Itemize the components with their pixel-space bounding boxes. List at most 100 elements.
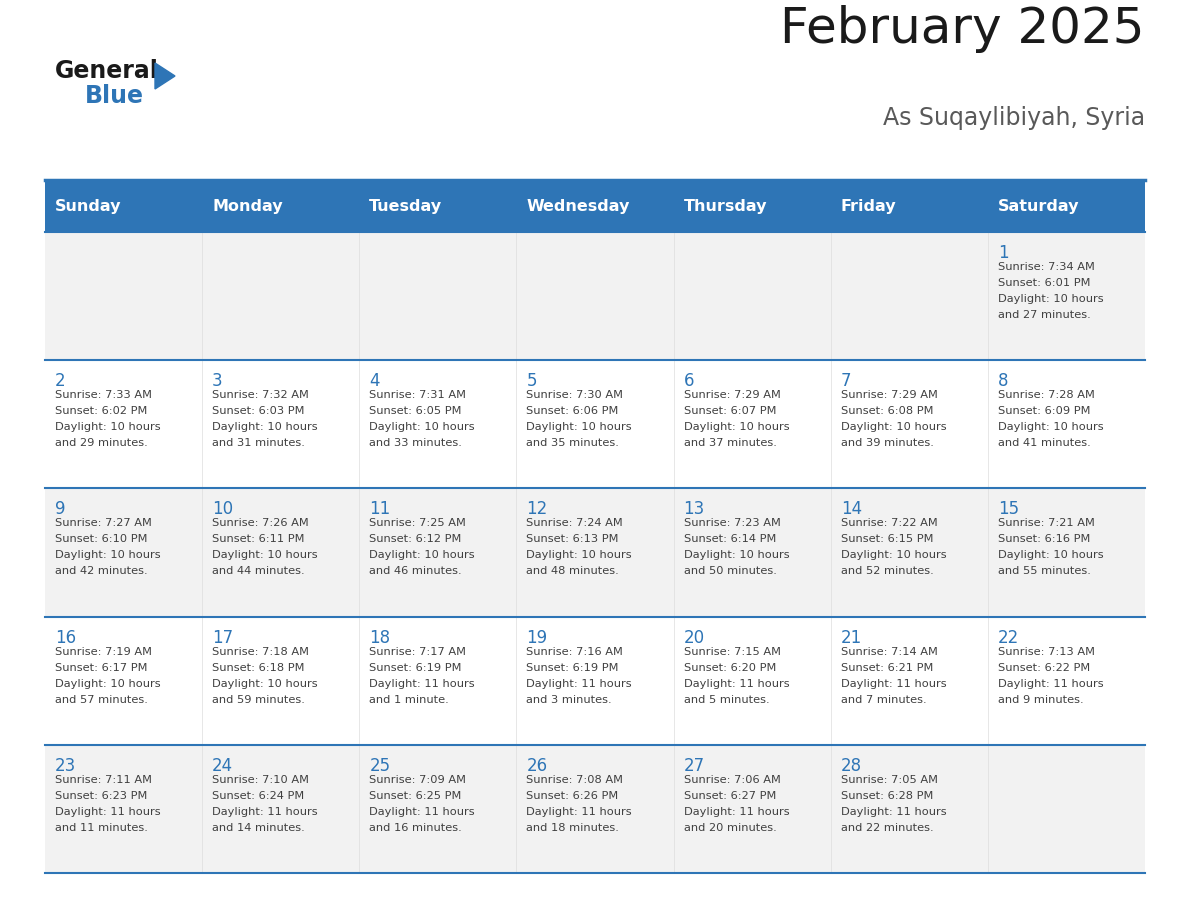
Text: Sunset: 6:16 PM: Sunset: 6:16 PM — [998, 534, 1091, 544]
Text: 3: 3 — [213, 372, 223, 390]
Text: Sunrise: 7:14 AM: Sunrise: 7:14 AM — [841, 646, 937, 656]
Text: Sunset: 6:14 PM: Sunset: 6:14 PM — [683, 534, 776, 544]
Text: Daylight: 10 hours: Daylight: 10 hours — [369, 551, 475, 560]
Polygon shape — [154, 63, 175, 89]
Text: 26: 26 — [526, 756, 548, 775]
Text: and 39 minutes.: and 39 minutes. — [841, 438, 934, 448]
Text: Sunrise: 7:05 AM: Sunrise: 7:05 AM — [841, 775, 937, 785]
Text: Sunrise: 7:17 AM: Sunrise: 7:17 AM — [369, 646, 466, 656]
Text: Blue: Blue — [86, 84, 144, 108]
Text: Sunrise: 7:19 AM: Sunrise: 7:19 AM — [55, 646, 152, 656]
Text: Sunrise: 7:10 AM: Sunrise: 7:10 AM — [213, 775, 309, 785]
Text: 2: 2 — [55, 372, 65, 390]
Text: Sunrise: 7:18 AM: Sunrise: 7:18 AM — [213, 646, 309, 656]
Text: Daylight: 11 hours: Daylight: 11 hours — [369, 678, 475, 688]
Text: Sunset: 6:13 PM: Sunset: 6:13 PM — [526, 534, 619, 544]
Text: Thursday: Thursday — [683, 198, 767, 214]
Text: 22: 22 — [998, 629, 1019, 646]
Text: As Suqaylibiyah, Syria: As Suqaylibiyah, Syria — [883, 106, 1145, 130]
Text: Sunset: 6:07 PM: Sunset: 6:07 PM — [683, 406, 776, 416]
Text: Daylight: 11 hours: Daylight: 11 hours — [998, 678, 1104, 688]
Text: Daylight: 11 hours: Daylight: 11 hours — [213, 807, 317, 817]
Text: 20: 20 — [683, 629, 704, 646]
Text: and 1 minute.: and 1 minute. — [369, 695, 449, 705]
Text: Sunrise: 7:30 AM: Sunrise: 7:30 AM — [526, 390, 624, 400]
Text: 8: 8 — [998, 372, 1009, 390]
Text: 25: 25 — [369, 756, 391, 775]
Text: Sunrise: 7:25 AM: Sunrise: 7:25 AM — [369, 519, 466, 529]
Text: Sunrise: 7:08 AM: Sunrise: 7:08 AM — [526, 775, 624, 785]
Text: Daylight: 10 hours: Daylight: 10 hours — [369, 422, 475, 432]
Text: 23: 23 — [55, 756, 76, 775]
Text: Sunset: 6:28 PM: Sunset: 6:28 PM — [841, 790, 933, 800]
Text: and 59 minutes.: and 59 minutes. — [213, 695, 305, 705]
Text: Sunset: 6:02 PM: Sunset: 6:02 PM — [55, 406, 147, 416]
Text: Sunset: 6:06 PM: Sunset: 6:06 PM — [526, 406, 619, 416]
Text: Sunset: 6:25 PM: Sunset: 6:25 PM — [369, 790, 462, 800]
Text: Daylight: 10 hours: Daylight: 10 hours — [55, 678, 160, 688]
Text: 7: 7 — [841, 372, 852, 390]
Bar — [45, 744, 1145, 873]
Text: Daylight: 10 hours: Daylight: 10 hours — [841, 422, 947, 432]
Text: Sunrise: 7:27 AM: Sunrise: 7:27 AM — [55, 519, 152, 529]
Text: Daylight: 10 hours: Daylight: 10 hours — [213, 678, 317, 688]
Text: 13: 13 — [683, 500, 704, 519]
Text: Daylight: 11 hours: Daylight: 11 hours — [526, 678, 632, 688]
Text: Daylight: 11 hours: Daylight: 11 hours — [841, 678, 947, 688]
Text: and 22 minutes.: and 22 minutes. — [841, 823, 934, 833]
Text: Daylight: 10 hours: Daylight: 10 hours — [213, 551, 317, 560]
Text: and 5 minutes.: and 5 minutes. — [683, 695, 769, 705]
Text: 27: 27 — [683, 756, 704, 775]
Text: 19: 19 — [526, 629, 548, 646]
Text: Daylight: 10 hours: Daylight: 10 hours — [998, 294, 1104, 304]
Text: Sunset: 6:10 PM: Sunset: 6:10 PM — [55, 534, 147, 544]
Text: 17: 17 — [213, 629, 233, 646]
Text: 6: 6 — [683, 372, 694, 390]
Text: Sunset: 6:23 PM: Sunset: 6:23 PM — [55, 790, 147, 800]
Text: Monday: Monday — [213, 198, 283, 214]
Text: and 11 minutes.: and 11 minutes. — [55, 823, 147, 833]
Text: Daylight: 10 hours: Daylight: 10 hours — [213, 422, 317, 432]
Text: Sunset: 6:05 PM: Sunset: 6:05 PM — [369, 406, 462, 416]
Text: 15: 15 — [998, 500, 1019, 519]
Text: Daylight: 11 hours: Daylight: 11 hours — [683, 807, 789, 817]
Text: and 14 minutes.: and 14 minutes. — [213, 823, 305, 833]
Text: Sunrise: 7:21 AM: Sunrise: 7:21 AM — [998, 519, 1094, 529]
Text: Sunrise: 7:06 AM: Sunrise: 7:06 AM — [683, 775, 781, 785]
Text: Daylight: 10 hours: Daylight: 10 hours — [683, 551, 789, 560]
Text: Sunset: 6:22 PM: Sunset: 6:22 PM — [998, 663, 1091, 673]
Text: Sunrise: 7:15 AM: Sunrise: 7:15 AM — [683, 646, 781, 656]
Text: Sunset: 6:09 PM: Sunset: 6:09 PM — [998, 406, 1091, 416]
Text: Sunrise: 7:13 AM: Sunrise: 7:13 AM — [998, 646, 1095, 656]
Bar — [45, 180, 1145, 232]
Text: February 2025: February 2025 — [781, 5, 1145, 53]
Text: 1: 1 — [998, 244, 1009, 262]
Text: and 37 minutes.: and 37 minutes. — [683, 438, 777, 448]
Text: Sunrise: 7:31 AM: Sunrise: 7:31 AM — [369, 390, 466, 400]
Text: General: General — [55, 59, 159, 83]
Text: 12: 12 — [526, 500, 548, 519]
Text: Daylight: 10 hours: Daylight: 10 hours — [998, 422, 1104, 432]
Text: 5: 5 — [526, 372, 537, 390]
Text: Daylight: 10 hours: Daylight: 10 hours — [998, 551, 1104, 560]
Text: Sunrise: 7:09 AM: Sunrise: 7:09 AM — [369, 775, 466, 785]
Text: and 41 minutes.: and 41 minutes. — [998, 438, 1091, 448]
Text: 28: 28 — [841, 756, 861, 775]
Text: Sunset: 6:11 PM: Sunset: 6:11 PM — [213, 534, 304, 544]
Text: and 20 minutes.: and 20 minutes. — [683, 823, 776, 833]
Text: Sunset: 6:12 PM: Sunset: 6:12 PM — [369, 534, 462, 544]
Text: 21: 21 — [841, 629, 862, 646]
Bar — [45, 488, 1145, 617]
Text: 16: 16 — [55, 629, 76, 646]
Text: Sunset: 6:19 PM: Sunset: 6:19 PM — [526, 663, 619, 673]
Text: and 27 minutes.: and 27 minutes. — [998, 310, 1091, 320]
Text: Sunrise: 7:26 AM: Sunrise: 7:26 AM — [213, 519, 309, 529]
Text: and 18 minutes.: and 18 minutes. — [526, 823, 619, 833]
Text: 9: 9 — [55, 500, 65, 519]
Text: Sunset: 6:26 PM: Sunset: 6:26 PM — [526, 790, 619, 800]
Text: Sunrise: 7:16 AM: Sunrise: 7:16 AM — [526, 646, 624, 656]
Text: and 31 minutes.: and 31 minutes. — [213, 438, 305, 448]
Text: Daylight: 10 hours: Daylight: 10 hours — [526, 551, 632, 560]
Text: and 3 minutes.: and 3 minutes. — [526, 695, 612, 705]
Text: Daylight: 11 hours: Daylight: 11 hours — [841, 807, 947, 817]
